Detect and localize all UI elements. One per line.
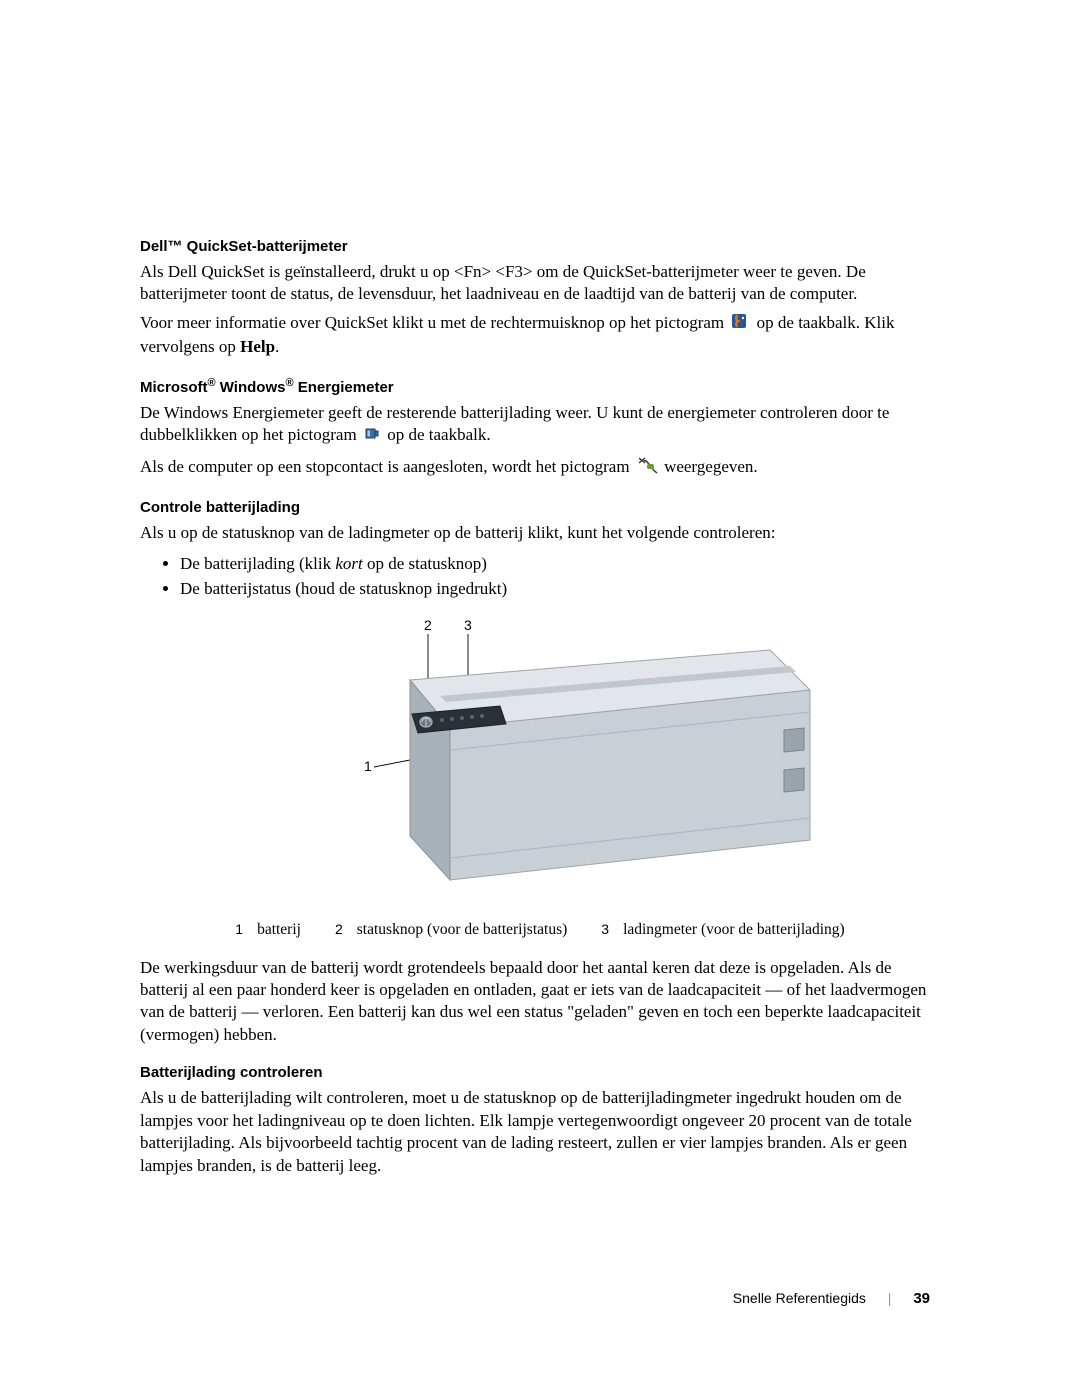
heading-controleren: Batterijlading controleren	[140, 1064, 940, 1081]
para-controle-2: De werkingsduur van de batterij wordt gr…	[140, 957, 940, 1047]
heading-quickset: Dell™ QuickSet-batterijmeter	[140, 238, 940, 255]
legend-num: 1	[235, 921, 243, 939]
battery-svg: 2 3 1	[260, 612, 820, 902]
page-content: Dell™ QuickSet-batterijmeter Als Dell Qu…	[0, 0, 1080, 1283]
text-span: Windows	[216, 379, 286, 396]
callout-1: 1	[364, 758, 372, 774]
text-span: Als de computer op een stopcontact is aa…	[140, 457, 634, 476]
callout-3: 3	[464, 617, 472, 633]
text-span: op de statusknop)	[363, 554, 487, 573]
italic-text: kort	[335, 554, 362, 573]
legend-item: 3 ladingmeter (voor de batterijlading)	[601, 921, 844, 939]
list-item: De batterijlading (klik kort op de statu…	[180, 551, 940, 577]
heading-energiemeter: Microsoft® Windows® Energiemeter	[140, 377, 940, 396]
text-span: Energiemeter	[294, 379, 394, 396]
bullet-list: De batterijlading (klik kort op de statu…	[140, 551, 940, 602]
text-span: weergegeven.	[664, 457, 758, 476]
text-span: De batterijstatus (houd de statusknop in…	[180, 579, 507, 598]
legend-text: statusknop (voor de batterijstatus)	[357, 921, 568, 939]
legend-num: 3	[601, 921, 609, 939]
text-span: De Windows Energiemeter geeft de restere…	[140, 403, 889, 445]
legend-item: 2 statusknop (voor de batterijstatus)	[335, 921, 567, 939]
reg-mark: ®	[208, 377, 216, 389]
footer-label: Snelle Referentiegids	[733, 1290, 866, 1306]
text-span: .	[275, 337, 279, 356]
text-span: op de taakbalk.	[387, 425, 490, 444]
text-span: Microsoft	[140, 379, 208, 396]
legend-item: 1 batterij	[235, 921, 301, 939]
callout-2: 2	[424, 617, 432, 633]
heading-controle: Controle batterijlading	[140, 499, 940, 516]
footer-sep: |	[888, 1290, 892, 1306]
legend-text: ladingmeter (voor de batterijlading)	[623, 921, 845, 939]
para-energie-1: De Windows Energiemeter geeft de restere…	[140, 402, 940, 449]
legend-num: 2	[335, 921, 343, 939]
para-controle-1: Als u op de statusknop van de ladingmete…	[140, 522, 940, 544]
footer-page: 39	[913, 1290, 930, 1307]
quickset-icon	[730, 312, 750, 336]
battery-icon	[363, 424, 381, 448]
reg-mark: ®	[285, 377, 293, 389]
battery-figure: 2 3 1	[140, 612, 940, 907]
page-footer: Snelle Referentiegids | 39	[733, 1290, 930, 1307]
text-span: De batterijlading (klik	[180, 554, 335, 573]
figure-legend: 1 batterij 2 statusknop (voor de batteri…	[140, 921, 940, 939]
para-controleren-1: Als u de batterijlading wilt controleren…	[140, 1087, 940, 1177]
legend-text: batterij	[257, 921, 301, 939]
para-quickset-1: Als Dell QuickSet is geïnstalleerd, druk…	[140, 261, 940, 306]
para-quickset-2: Voor meer informatie over QuickSet klikt…	[140, 312, 940, 359]
para-energie-2: Als de computer op een stopcontact is aa…	[140, 455, 940, 481]
help-bold: Help	[240, 337, 275, 356]
list-item: De batterijstatus (houd de statusknop in…	[180, 576, 940, 602]
plug-icon	[636, 455, 658, 481]
text-span: Voor meer informatie over QuickSet klikt…	[140, 313, 728, 332]
